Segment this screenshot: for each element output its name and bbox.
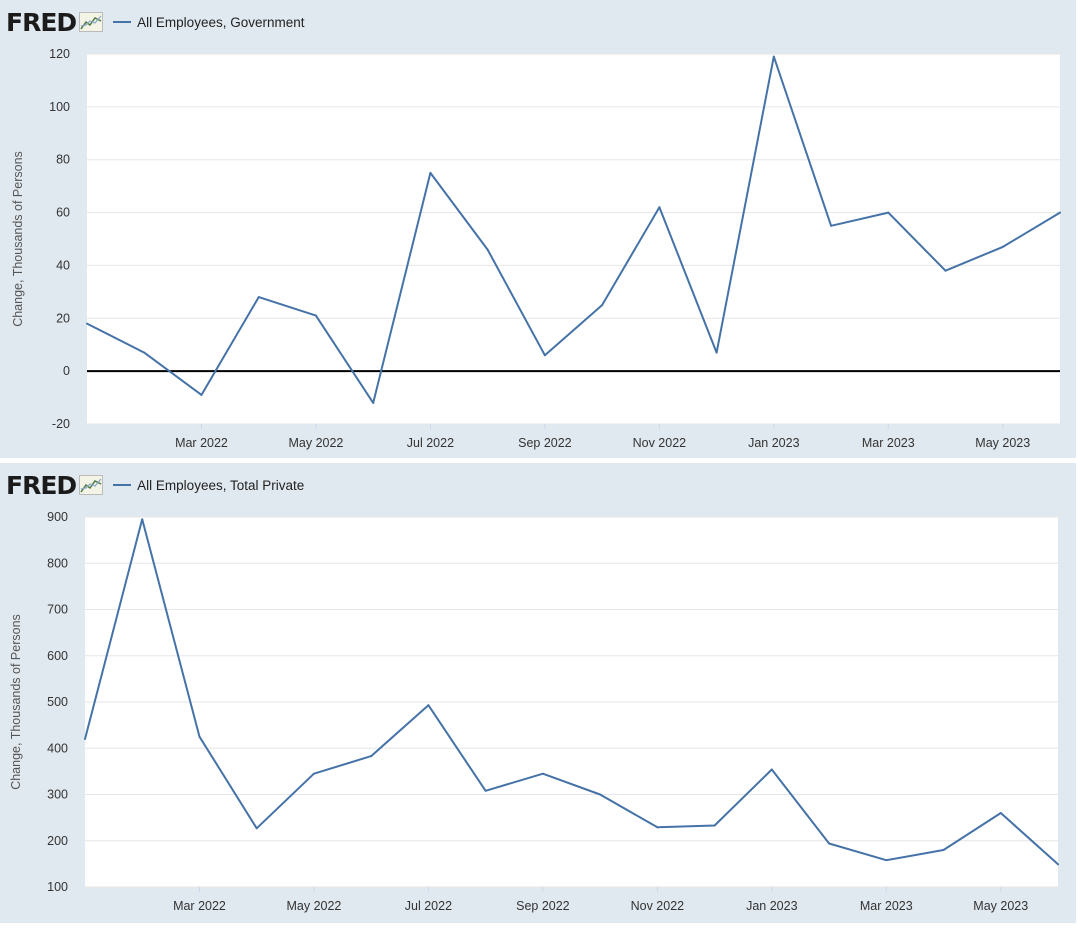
data-point	[486, 248, 489, 251]
data-point	[1057, 863, 1059, 866]
data-point	[427, 704, 430, 707]
data-point	[828, 842, 831, 845]
y-tick-label: 800	[47, 556, 68, 570]
x-tick-label: Jan 2023	[746, 899, 797, 913]
data-point	[601, 304, 604, 307]
data-point	[942, 849, 945, 851]
data-point	[1059, 211, 1061, 214]
data-point	[944, 269, 947, 272]
y-axis-label: Change, Thousands of Persons	[9, 614, 23, 790]
x-tick-label: Jul 2022	[405, 899, 452, 913]
x-tick-label: Nov 2022	[631, 899, 685, 913]
data-point	[314, 314, 317, 317]
data-point	[713, 824, 716, 827]
data-point	[772, 55, 775, 58]
data-point	[715, 351, 718, 354]
data-point	[257, 296, 260, 299]
data-point	[84, 738, 86, 740]
data-point	[370, 755, 373, 758]
y-tick-label: 120	[49, 47, 70, 61]
legend-swatch	[113, 21, 132, 23]
y-tick-label: 40	[56, 258, 70, 272]
data-point	[484, 789, 487, 792]
y-tick-label: 300	[47, 788, 68, 802]
x-tick-label: May 2023	[973, 899, 1028, 913]
government-line-chart: 120 100 80 60 40 20 0 -20 Mar 2022 May 2022 Jul 20…	[11, 47, 1061, 450]
y-axis-label: Change, Thousands of Persons	[11, 151, 25, 327]
y-tick-label: 200	[47, 834, 68, 848]
data-point	[885, 859, 888, 862]
y-tick-label: 100	[47, 880, 68, 894]
chart-panel-private: FRED All Employees, Total Private 900 800…	[0, 463, 1076, 923]
x-tick-label: Mar 2022	[175, 436, 228, 450]
x-tick-label: May 2022	[288, 436, 343, 450]
data-point	[372, 401, 375, 404]
data-point	[830, 224, 833, 227]
y-tick-label: 500	[47, 695, 68, 709]
y-tick-label: 100	[49, 100, 70, 114]
data-point	[887, 211, 890, 214]
data-point	[255, 827, 258, 830]
x-tick-label: Jul 2022	[407, 436, 454, 450]
x-tick-label: Jan 2023	[748, 436, 799, 450]
data-point	[312, 772, 315, 775]
fred-logo[interactable]: FRED	[6, 7, 77, 37]
data-point	[1001, 245, 1004, 248]
fred-logo[interactable]: FRED	[6, 470, 77, 500]
data-point	[141, 518, 144, 521]
y-tick-label: -20	[52, 417, 70, 431]
data-point	[770, 768, 773, 771]
chart-header: FRED All Employees, Government	[6, 7, 305, 37]
legend-label[interactable]: All Employees, Government	[137, 14, 305, 30]
x-tick-label: Mar 2023	[860, 899, 913, 913]
data-point	[429, 171, 432, 174]
y-tick-label: 700	[47, 603, 68, 617]
series-line	[86, 55, 1061, 404]
y-tick-label: 60	[56, 206, 70, 220]
chart-panel-government: FRED All Employees, Government 120 100 80 6…	[0, 0, 1076, 458]
x-tick-label: Sep 2022	[516, 899, 570, 913]
legend-label[interactable]: All Employees, Total Private	[137, 477, 305, 493]
data-point	[86, 322, 88, 325]
y-tick-label: 900	[47, 510, 68, 524]
chart-header: FRED All Employees, Total Private	[6, 470, 304, 500]
data-point	[658, 206, 661, 209]
plot-area	[87, 54, 1060, 424]
y-tick-label: 0	[63, 364, 70, 378]
data-point	[198, 735, 201, 738]
data-point	[599, 793, 602, 796]
y-tick-label: 400	[47, 741, 68, 755]
x-tick-label: Nov 2022	[633, 436, 687, 450]
data-point	[656, 826, 659, 829]
x-tick-label: May 2022	[286, 899, 341, 913]
data-point	[143, 351, 146, 354]
data-point	[543, 354, 546, 357]
x-tick-label: May 2023	[975, 436, 1030, 450]
y-tick-label: 80	[56, 153, 70, 167]
legend-swatch	[113, 484, 132, 486]
fred-graph-icon	[79, 475, 104, 495]
y-tick-label: 20	[56, 311, 70, 325]
fred-graph-icon	[79, 12, 104, 32]
x-tick-label: Mar 2022	[173, 899, 226, 913]
x-tick-label: Mar 2023	[862, 436, 915, 450]
y-tick-label: 600	[47, 649, 68, 663]
data-point	[999, 812, 1002, 814]
private-line-chart: 900 800 700 600 500 400 300 200 100 Mar 2022 May 2…	[9, 510, 1059, 913]
data-point	[541, 772, 544, 775]
x-tick-label: Sep 2022	[518, 436, 572, 450]
series-line	[84, 518, 1059, 866]
data-point	[200, 393, 203, 396]
